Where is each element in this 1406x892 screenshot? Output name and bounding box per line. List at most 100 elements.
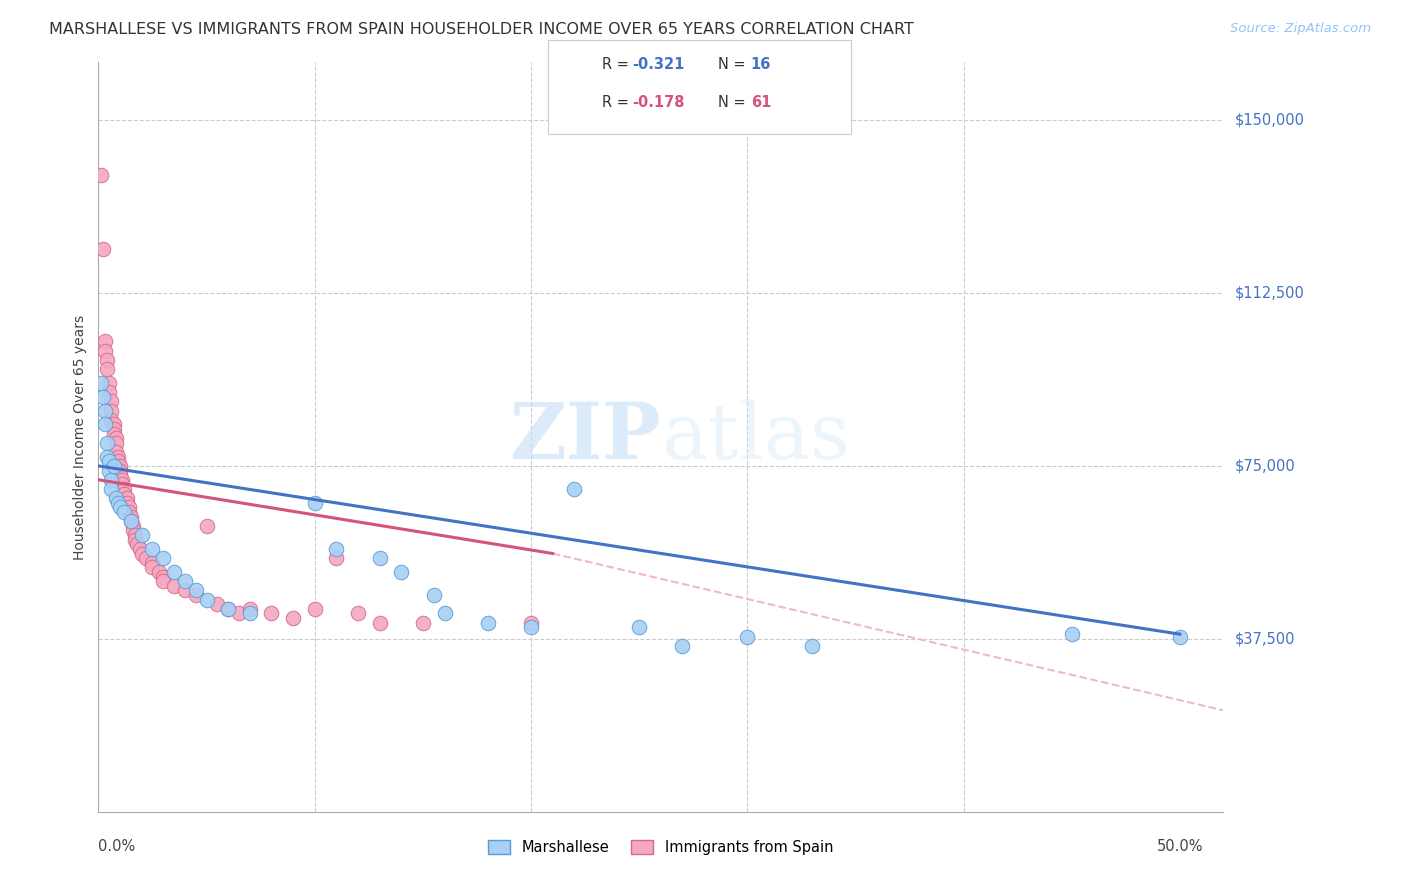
Point [520,620,543,634]
Point [737,630,759,644]
Point [118,500,141,515]
Point [141,541,163,556]
Point [141,556,163,570]
Point [281,611,304,625]
Point [239,607,262,621]
Point [520,615,543,630]
Point [96,352,118,367]
Text: MARSHALLESE VS IMMIGRANTS FROM SPAIN HOUSEHOLDER INCOME OVER 65 YEARS CORRELATIO: MARSHALLESE VS IMMIGRANTS FROM SPAIN HOU… [49,22,914,37]
Point [562,482,585,496]
Point [104,431,127,445]
Point [174,574,197,589]
Point [325,541,347,556]
Point [91,390,114,404]
Point [131,528,153,542]
Point [412,615,434,630]
Point [108,458,131,473]
Point [152,569,174,583]
Point [217,602,239,616]
Point [152,574,174,589]
Point [217,602,239,616]
Point [100,394,122,409]
Point [98,385,121,400]
Point [195,519,218,533]
Point [347,607,370,621]
Text: ZIP: ZIP [509,399,661,475]
Point [163,565,186,579]
Point [304,602,326,616]
Point [131,547,153,561]
Text: N =: N = [718,95,751,110]
Point [96,435,118,450]
Point [98,376,121,390]
Point [135,551,157,566]
Point [100,473,122,487]
Point [108,463,131,477]
Point [368,615,391,630]
Point [94,334,117,349]
Point [184,588,207,602]
Point [477,615,499,630]
Text: 16: 16 [751,57,770,71]
Point [108,500,131,515]
Point [368,551,391,566]
Text: N =: N = [718,57,751,71]
Text: 50.0%: 50.0% [1157,839,1204,855]
Point [260,607,283,621]
Point [100,413,122,427]
Point [124,533,146,547]
Text: Source: ZipAtlas.com: Source: ZipAtlas.com [1230,22,1371,36]
Point [107,454,129,468]
Point [103,458,125,473]
Point [801,639,824,653]
Point [207,597,229,611]
Point [127,537,149,551]
Text: $75,000: $75,000 [1234,458,1295,474]
Point [228,607,250,621]
Text: 61: 61 [751,95,770,110]
Text: $37,500: $37,500 [1234,632,1295,647]
Point [98,454,121,468]
Point [107,496,129,510]
Point [422,588,444,602]
Point [389,565,412,579]
Point [112,482,135,496]
Point [104,491,127,505]
Point [628,620,651,634]
Point [96,450,118,464]
Text: atlas: atlas [661,400,849,475]
Point [122,524,145,538]
Point [96,362,118,376]
Point [107,450,129,464]
Point [174,583,197,598]
Point [104,445,127,459]
Point [103,417,125,432]
Point [100,482,122,496]
Text: -0.321: -0.321 [633,57,685,71]
Point [239,602,262,616]
Point [122,519,145,533]
Point [94,417,117,432]
Point [100,403,122,417]
Point [94,403,117,417]
Legend: Marshallese, Immigrants from Spain: Marshallese, Immigrants from Spain [482,834,839,861]
Text: 0.0%: 0.0% [98,839,135,855]
Point [103,422,125,436]
Text: -0.178: -0.178 [633,95,685,110]
Point [112,505,135,519]
Point [120,514,142,528]
Text: R =: R = [602,57,633,71]
Point [90,169,112,183]
Point [128,541,150,556]
Point [163,579,186,593]
Point [108,468,131,483]
Point [152,551,174,566]
Point [195,592,218,607]
Point [184,583,207,598]
Point [1060,627,1083,641]
Point [671,639,693,653]
Point [98,463,121,477]
Point [94,343,117,358]
Point [103,426,125,441]
Point [91,242,114,256]
